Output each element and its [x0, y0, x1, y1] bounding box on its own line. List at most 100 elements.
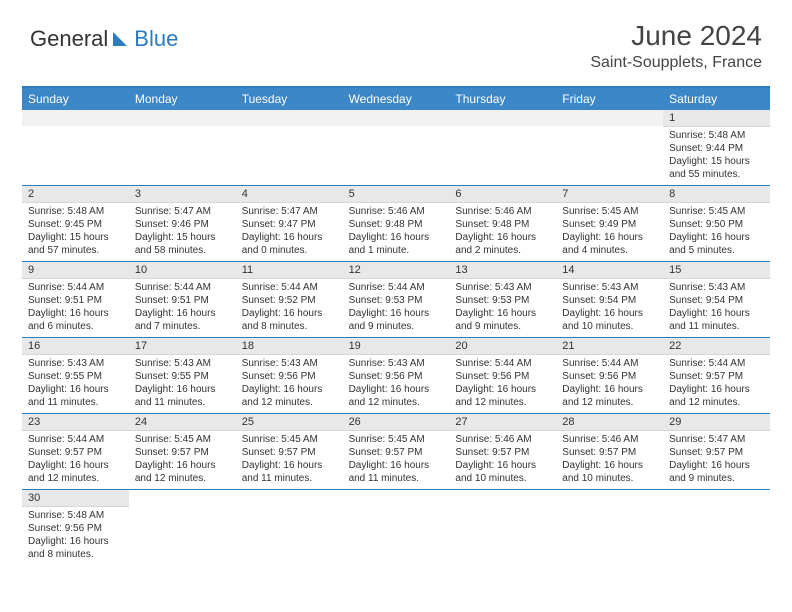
day-number: 23 [22, 414, 129, 431]
day-cell: 5Sunrise: 5:46 AMSunset: 9:48 PMDaylight… [343, 186, 450, 261]
sunrise-text: Sunrise: 5:46 AM [455, 205, 550, 218]
week-row: 23Sunrise: 5:44 AMSunset: 9:57 PMDayligh… [22, 414, 770, 490]
sunrise-text: Sunrise: 5:44 AM [562, 357, 657, 370]
day-cell: 12Sunrise: 5:44 AMSunset: 9:53 PMDayligh… [343, 262, 450, 337]
day-body: Sunrise: 5:45 AMSunset: 9:57 PMDaylight:… [129, 431, 236, 489]
day-number: 19 [343, 338, 450, 355]
day-body: Sunrise: 5:45 AMSunset: 9:50 PMDaylight:… [663, 203, 770, 261]
day-body: Sunrise: 5:46 AMSunset: 9:48 PMDaylight:… [343, 203, 450, 261]
sunset-text: Sunset: 9:50 PM [669, 218, 764, 231]
day-body: Sunrise: 5:48 AMSunset: 9:56 PMDaylight:… [22, 507, 129, 565]
sunset-text: Sunset: 9:53 PM [455, 294, 550, 307]
sunset-text: Sunset: 9:52 PM [242, 294, 337, 307]
day-cell: 27Sunrise: 5:46 AMSunset: 9:57 PMDayligh… [449, 414, 556, 489]
sunrise-text: Sunrise: 5:46 AM [455, 433, 550, 446]
day-number: 11 [236, 262, 343, 279]
sunset-text: Sunset: 9:57 PM [669, 370, 764, 383]
day-number: 1 [663, 110, 770, 127]
day-body: Sunrise: 5:44 AMSunset: 9:57 PMDaylight:… [663, 355, 770, 413]
daylight-text: Daylight: 16 hours and 12 minutes. [455, 383, 550, 409]
day-body [343, 495, 450, 501]
sunset-text: Sunset: 9:56 PM [349, 370, 444, 383]
day-cell: 29Sunrise: 5:47 AMSunset: 9:57 PMDayligh… [663, 414, 770, 489]
daylight-text: Daylight: 16 hours and 12 minutes. [562, 383, 657, 409]
day-cell [236, 110, 343, 185]
day-body: Sunrise: 5:45 AMSunset: 9:49 PMDaylight:… [556, 203, 663, 261]
sunrise-text: Sunrise: 5:43 AM [455, 281, 550, 294]
day-cell [556, 490, 663, 565]
day-cell: 15Sunrise: 5:43 AMSunset: 9:54 PMDayligh… [663, 262, 770, 337]
day-number: 17 [129, 338, 236, 355]
day-body: Sunrise: 5:44 AMSunset: 9:56 PMDaylight:… [449, 355, 556, 413]
day-cell [129, 490, 236, 565]
daylight-text: Daylight: 16 hours and 2 minutes. [455, 231, 550, 257]
day-body: Sunrise: 5:45 AMSunset: 9:57 PMDaylight:… [343, 431, 450, 489]
day-number: 16 [22, 338, 129, 355]
week-row: 1Sunrise: 5:48 AMSunset: 9:44 PMDaylight… [22, 110, 770, 186]
day-body: Sunrise: 5:44 AMSunset: 9:53 PMDaylight:… [343, 279, 450, 337]
sunrise-text: Sunrise: 5:44 AM [28, 281, 123, 294]
day-number: 22 [663, 338, 770, 355]
day-cell: 26Sunrise: 5:45 AMSunset: 9:57 PMDayligh… [343, 414, 450, 489]
sunrise-text: Sunrise: 5:44 AM [242, 281, 337, 294]
daylight-text: Daylight: 16 hours and 6 minutes. [28, 307, 123, 333]
title-block: June 2024 Saint-Soupplets, France [590, 20, 762, 72]
brand-text-2: Blue [134, 26, 178, 52]
sunset-text: Sunset: 9:51 PM [135, 294, 230, 307]
daylight-text: Daylight: 16 hours and 12 minutes. [669, 383, 764, 409]
day-number: 10 [129, 262, 236, 279]
sunrise-text: Sunrise: 5:44 AM [455, 357, 550, 370]
day-cell: 11Sunrise: 5:44 AMSunset: 9:52 PMDayligh… [236, 262, 343, 337]
daylight-text: Daylight: 16 hours and 8 minutes. [242, 307, 337, 333]
day-cell: 14Sunrise: 5:43 AMSunset: 9:54 PMDayligh… [556, 262, 663, 337]
day-number: 12 [343, 262, 450, 279]
day-body: Sunrise: 5:44 AMSunset: 9:52 PMDaylight:… [236, 279, 343, 337]
sunrise-text: Sunrise: 5:43 AM [562, 281, 657, 294]
day-body: Sunrise: 5:44 AMSunset: 9:57 PMDaylight:… [22, 431, 129, 489]
sunrise-text: Sunrise: 5:43 AM [28, 357, 123, 370]
day-number: 30 [22, 490, 129, 507]
day-cell [343, 490, 450, 565]
day-body: Sunrise: 5:44 AMSunset: 9:56 PMDaylight:… [556, 355, 663, 413]
day-body: Sunrise: 5:43 AMSunset: 9:54 PMDaylight:… [663, 279, 770, 337]
sunset-text: Sunset: 9:57 PM [349, 446, 444, 459]
sunrise-text: Sunrise: 5:48 AM [28, 509, 123, 522]
day-body: Sunrise: 5:43 AMSunset: 9:56 PMDaylight:… [236, 355, 343, 413]
daylight-text: Daylight: 16 hours and 9 minutes. [455, 307, 550, 333]
day-number [129, 110, 236, 126]
day-body [236, 495, 343, 501]
daylight-text: Daylight: 16 hours and 4 minutes. [562, 231, 657, 257]
day-cell: 4Sunrise: 5:47 AMSunset: 9:47 PMDaylight… [236, 186, 343, 261]
day-cell: 21Sunrise: 5:44 AMSunset: 9:56 PMDayligh… [556, 338, 663, 413]
day-number [22, 110, 129, 126]
daylight-text: Daylight: 16 hours and 11 minutes. [669, 307, 764, 333]
day-body: Sunrise: 5:48 AMSunset: 9:44 PMDaylight:… [663, 127, 770, 185]
day-number: 6 [449, 186, 556, 203]
day-cell [449, 490, 556, 565]
day-cell [129, 110, 236, 185]
day-cell: 19Sunrise: 5:43 AMSunset: 9:56 PMDayligh… [343, 338, 450, 413]
day-cell: 3Sunrise: 5:47 AMSunset: 9:46 PMDaylight… [129, 186, 236, 261]
sunset-text: Sunset: 9:57 PM [135, 446, 230, 459]
dow-cell: Tuesday [236, 88, 343, 110]
sail-icon [111, 30, 131, 48]
day-cell: 16Sunrise: 5:43 AMSunset: 9:55 PMDayligh… [22, 338, 129, 413]
dow-cell: Wednesday [343, 88, 450, 110]
day-body: Sunrise: 5:46 AMSunset: 9:57 PMDaylight:… [449, 431, 556, 489]
daylight-text: Daylight: 16 hours and 12 minutes. [28, 459, 123, 485]
day-body [236, 126, 343, 132]
sunrise-text: Sunrise: 5:44 AM [349, 281, 444, 294]
sunset-text: Sunset: 9:45 PM [28, 218, 123, 231]
sunset-text: Sunset: 9:48 PM [455, 218, 550, 231]
dow-cell: Monday [129, 88, 236, 110]
day-number: 20 [449, 338, 556, 355]
daylight-text: Daylight: 16 hours and 9 minutes. [349, 307, 444, 333]
sunset-text: Sunset: 9:55 PM [28, 370, 123, 383]
day-number [449, 110, 556, 126]
sunrise-text: Sunrise: 5:43 AM [242, 357, 337, 370]
day-cell [556, 110, 663, 185]
daylight-text: Daylight: 16 hours and 12 minutes. [135, 459, 230, 485]
day-cell: 25Sunrise: 5:45 AMSunset: 9:57 PMDayligh… [236, 414, 343, 489]
week-row: 9Sunrise: 5:44 AMSunset: 9:51 PMDaylight… [22, 262, 770, 338]
sunset-text: Sunset: 9:54 PM [669, 294, 764, 307]
